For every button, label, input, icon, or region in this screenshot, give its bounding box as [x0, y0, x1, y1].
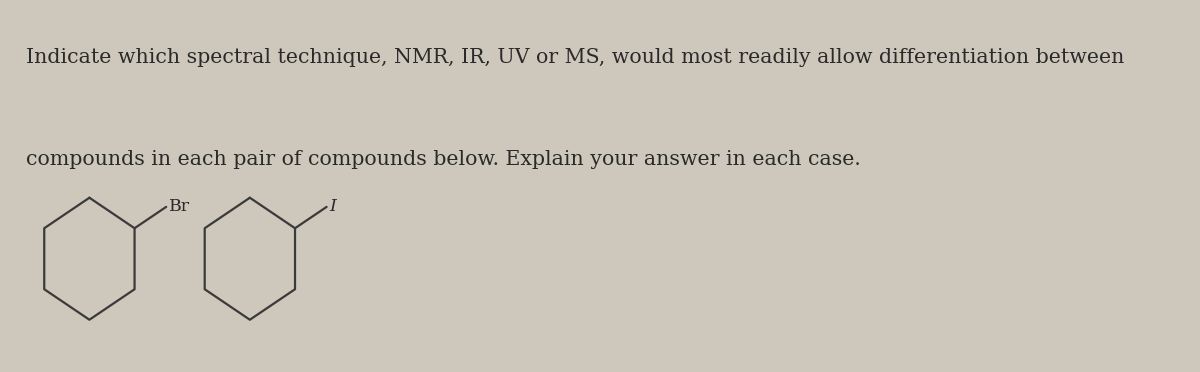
Text: Indicate which spectral technique, NMR, IR, UV or MS, would most readily allow d: Indicate which spectral technique, NMR, … [26, 48, 1124, 67]
Text: Br: Br [169, 198, 191, 215]
Text: I: I [330, 198, 336, 215]
Text: compounds in each pair of compounds below. Explain your answer in each case.: compounds in each pair of compounds belo… [26, 150, 860, 169]
